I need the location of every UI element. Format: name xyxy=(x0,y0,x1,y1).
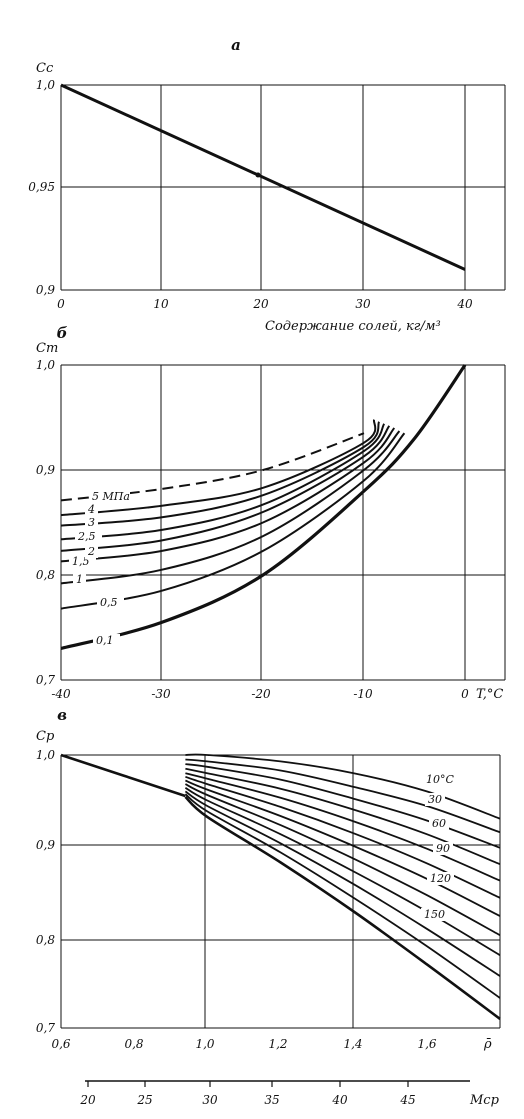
series-line xyxy=(60,421,381,527)
curve-label: 1,5 xyxy=(72,555,90,568)
series-line xyxy=(60,427,396,563)
series-line xyxy=(184,790,501,977)
x-tick-label: 0,6 xyxy=(51,1037,70,1051)
curve-label-bg xyxy=(85,545,98,558)
x-tick-label: 40 xyxy=(456,297,473,311)
series-line xyxy=(185,775,501,899)
y-axis-title: Cт xyxy=(36,341,58,356)
x-tick-label: 0,8 xyxy=(124,1037,143,1051)
series-line xyxy=(60,425,391,552)
curve-label: 0,1 xyxy=(96,634,114,647)
y-tick-label: 1,0 xyxy=(36,748,55,762)
secondary-axis-tick-label: 30 xyxy=(202,1093,218,1107)
y-tick-label: 0,95 xyxy=(28,180,55,194)
x-tick-label: -30 xyxy=(151,687,171,701)
x-tick-label: 30 xyxy=(355,297,371,311)
curve-label-bg xyxy=(423,773,457,786)
curve-label: 120 xyxy=(430,872,451,885)
curve-label-bg xyxy=(425,793,445,806)
series-line xyxy=(184,787,501,956)
curve-label: 5 МПа xyxy=(92,490,130,503)
x-axis-title: Содержание солей, кг/м³ xyxy=(265,319,441,334)
x-tick-label: -10 xyxy=(353,687,373,701)
series-line xyxy=(184,783,501,936)
y-tick-label: 0,9 xyxy=(36,283,55,297)
secondary-axis-tick-label: 35 xyxy=(264,1093,279,1107)
x-tick-label: 20 xyxy=(252,297,269,311)
panel-letter: б xyxy=(57,324,68,342)
secondary-axis-title: Мср xyxy=(469,1093,500,1108)
series-line xyxy=(60,423,386,541)
curve-label-bg xyxy=(89,490,130,503)
curve-label: 90 xyxy=(436,842,450,855)
x-tick-label: -20 xyxy=(251,687,271,701)
y-axis-title: Cс xyxy=(36,61,54,76)
x-axis-title: T,°C xyxy=(476,687,503,702)
secondary-axis-tick-label: 45 xyxy=(399,1093,415,1107)
series-line xyxy=(60,432,406,610)
curve-label: 2 xyxy=(87,545,95,558)
x-tick-label: 0 xyxy=(57,297,65,311)
secondary-axis-tick-label: 40 xyxy=(331,1093,348,1107)
panel-a: 0 10 20 30 40 0,9 0,95 1,0 а Cс Содержание солей, … xyxy=(28,36,506,334)
series-line xyxy=(60,83,466,271)
curve-label: 1 xyxy=(76,573,83,586)
panel-letter: а xyxy=(231,36,241,54)
curve-label: 150 xyxy=(424,908,445,921)
series-line xyxy=(185,758,501,834)
curve-label-bg xyxy=(85,516,98,529)
x-axis-title: ρ̄ xyxy=(483,1037,492,1052)
x-tick-label: 1,4 xyxy=(343,1037,362,1051)
y-tick-label: 0,7 xyxy=(36,1021,55,1035)
x-tick-label: 1,0 xyxy=(195,1037,214,1051)
data-point xyxy=(255,172,261,178)
secondary-axis-tick-label: 25 xyxy=(136,1093,152,1107)
curve-label-bg xyxy=(427,872,454,885)
curve-label: 2,5 xyxy=(77,530,96,543)
curve-label-bg xyxy=(73,573,86,586)
x-tick-label: 1,6 xyxy=(417,1037,436,1051)
series-line xyxy=(185,779,501,917)
y-axis-title: Cр xyxy=(36,729,55,744)
curve-label-bg xyxy=(429,817,449,830)
curve-label: 0,5 xyxy=(100,596,118,609)
series-line xyxy=(184,795,501,1020)
curve-label-bg xyxy=(69,555,96,568)
x-tick-label: -40 xyxy=(51,687,71,701)
curve-label: 10°C xyxy=(426,773,454,786)
x-tick-label: 10 xyxy=(153,297,169,311)
curve-label: 3 xyxy=(88,516,95,529)
y-tick-label: 0,9 xyxy=(36,838,55,852)
series-line xyxy=(185,772,501,882)
y-tick-label: 0,8 xyxy=(36,568,55,582)
series-line xyxy=(185,767,501,866)
curve-label-bg xyxy=(93,634,120,647)
curve-label-bg xyxy=(75,530,102,543)
curve-label-bg xyxy=(421,908,448,921)
y-tick-label: 1,0 xyxy=(36,78,55,92)
curve-label: 4 xyxy=(87,503,95,516)
curve-label-bg xyxy=(97,596,124,609)
y-tick-label: 0,8 xyxy=(36,933,55,947)
y-tick-label: 0,7 xyxy=(36,673,55,687)
panel-b: -40 -30 -20 -10 0 0,7 0,8 0,9 1,0 бCт T,°C 0,1 0,5 1 1… xyxy=(36,324,506,702)
curve-label: 60 xyxy=(432,817,446,830)
curve-label-bg xyxy=(85,503,98,516)
y-tick-label: 1,0 xyxy=(36,358,55,372)
x-tick-label: 1,2 xyxy=(268,1037,287,1051)
secondary-axis-tick-label: 20 xyxy=(79,1093,96,1107)
curve-label-bg xyxy=(433,842,453,855)
series-line xyxy=(60,364,467,651)
panel-c: 0,6 0,8 1,0 1,2 1,4 1,6 0,7 0,8 0,9 1,0 вCр ρ̄ 20 25 3… xyxy=(36,706,501,1108)
x-tick-label: 0 xyxy=(461,687,469,701)
curve-label: 30 xyxy=(428,793,442,806)
panel-letter: в xyxy=(57,706,67,724)
series-line xyxy=(184,793,501,999)
y-tick-label: 0,9 xyxy=(36,463,55,477)
series-line xyxy=(60,419,377,517)
series-line xyxy=(60,430,401,585)
series-line xyxy=(60,753,186,798)
